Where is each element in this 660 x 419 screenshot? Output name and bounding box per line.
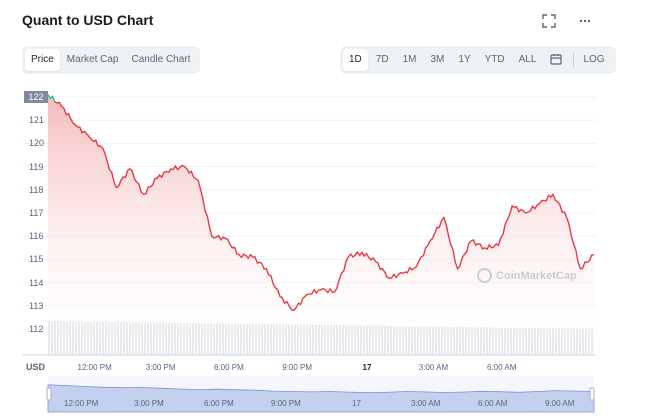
y-tick-label: 119 xyxy=(29,161,44,172)
x-tick-label: 17 xyxy=(362,363,372,372)
y-tick-label: 118 xyxy=(29,184,44,195)
calendar-icon[interactable] xyxy=(544,49,568,71)
x-tick-label: 9:00 PM xyxy=(282,363,313,372)
time-range-selector: 1D 7D 1M 3M 1Y YTD ALL LOG xyxy=(340,46,616,74)
navigator-tick-label: 17 xyxy=(352,399,361,408)
more-icon[interactable] xyxy=(578,14,592,28)
navigator-tick-label: 12:00 PM xyxy=(64,399,99,408)
navigator-left-handle[interactable] xyxy=(46,387,52,401)
page-title: Quant to USD Chart xyxy=(22,12,154,28)
navigator-tick-label: 3:00 AM xyxy=(411,399,441,408)
y-tick-label: 117 xyxy=(29,208,44,218)
y-tick-label: 116 xyxy=(29,231,44,242)
log-scale-toggle[interactable]: LOG xyxy=(583,54,605,65)
navigator-area xyxy=(47,384,595,413)
chart-type-tabs: Price Market Cap Candle Chart xyxy=(22,46,201,74)
coinmarketcap-logo-icon xyxy=(477,268,492,283)
navigator-right-handle[interactable] xyxy=(589,387,595,401)
navigator-tick-label: 9:00 AM xyxy=(545,399,575,408)
watermark-text: CoinMarketCap xyxy=(496,269,577,282)
tab-candle-chart[interactable]: Candle Chart xyxy=(131,54,191,65)
fullscreen-icon[interactable] xyxy=(542,14,556,28)
y-tick-label: 113 xyxy=(29,300,44,311)
navigator-tick-label: 3:00 PM xyxy=(134,399,164,408)
x-tick-label: 6:00 PM xyxy=(214,363,244,372)
price-line-up-segment xyxy=(47,94,56,103)
y-tick-label: 121 xyxy=(29,115,45,126)
y-tick-label: 112 xyxy=(29,324,44,334)
range-1y[interactable]: 1Y xyxy=(458,54,471,65)
range-7d[interactable]: 7D xyxy=(375,54,389,65)
range-ytd[interactable]: YTD xyxy=(484,54,505,65)
chart-toolbar-icons xyxy=(542,14,592,28)
x-tick-label: 3:00 PM xyxy=(145,363,176,372)
price-line xyxy=(54,101,595,312)
range-1d[interactable]: 1D xyxy=(343,49,368,71)
currency-label: USD xyxy=(26,362,46,372)
price-area-fill xyxy=(48,94,594,355)
range-1m[interactable]: 1M xyxy=(402,54,417,65)
y-tick-label: 120 xyxy=(29,138,45,149)
y-tick-label: 114 xyxy=(29,277,44,288)
navigator-tick-label: 9:00 PM xyxy=(271,399,301,408)
tab-market-cap[interactable]: Market Cap xyxy=(66,54,119,65)
range-3m[interactable]: 3M xyxy=(430,54,445,65)
y-tick-label: 115 xyxy=(29,254,44,265)
x-tick-label: 3:00 AM xyxy=(418,363,449,372)
range-divider xyxy=(573,53,575,67)
range-all[interactable]: ALL xyxy=(518,54,537,65)
coinmarketcap-watermark: CoinMarketCap xyxy=(477,268,577,283)
navigator-tick-label: 6:00 AM xyxy=(478,399,508,408)
x-tick-label: 6:00 AM xyxy=(487,363,517,372)
current-price-tag: 122 xyxy=(24,91,48,103)
x-tick-label: 12:00 PM xyxy=(77,363,112,372)
navigator-tick-label: 6:00 PM xyxy=(204,399,234,408)
tab-price[interactable]: Price xyxy=(25,49,60,71)
